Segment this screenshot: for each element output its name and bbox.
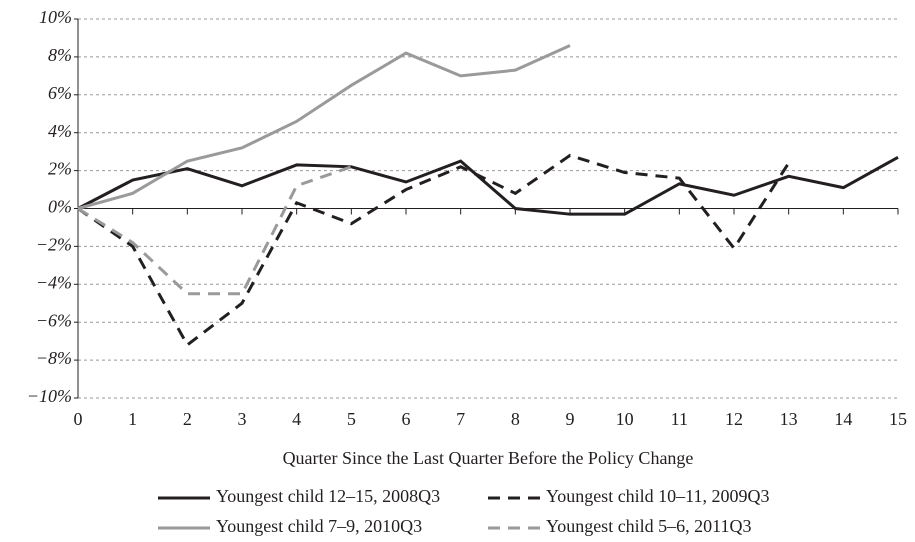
- x-tick-label: 9: [566, 409, 575, 429]
- legend-label: Youngest child 12–15, 2008Q3: [216, 486, 440, 506]
- x-tick-label: 2: [183, 409, 192, 429]
- y-tick-label: −8%: [36, 348, 72, 368]
- y-tick-label: 10%: [39, 7, 72, 27]
- x-tick-label: 7: [456, 409, 465, 429]
- x-tick-label: 10: [616, 409, 634, 429]
- x-tick-label: 1: [128, 409, 137, 429]
- y-tick-label: 6%: [48, 83, 72, 103]
- x-tick-label: 4: [292, 409, 301, 429]
- y-tick-label: 2%: [48, 159, 72, 179]
- y-tick-label: −4%: [36, 272, 72, 292]
- x-axis-title: Quarter Since the Last Quarter Before th…: [283, 448, 694, 468]
- y-tick-label: 4%: [48, 121, 72, 141]
- legend-label: Youngest child 5–6, 2011Q3: [546, 516, 752, 536]
- series-line: [77, 156, 899, 216]
- legend-label: Youngest child 7–9, 2010Q3: [216, 516, 422, 536]
- legend-label: Youngest child 10–11, 2009Q3: [546, 486, 770, 506]
- series-line: [77, 153, 790, 348]
- x-tick-label: 8: [511, 409, 520, 429]
- x-tick-label: 0: [74, 409, 83, 429]
- y-tick-label: −2%: [36, 235, 72, 255]
- x-tick-label: 6: [402, 409, 411, 429]
- x-tick-label: 5: [347, 409, 356, 429]
- y-tick-label: 0%: [48, 197, 72, 217]
- series-line: [77, 44, 571, 210]
- x-tick-label: 11: [671, 409, 688, 429]
- x-tick-label: 14: [834, 409, 852, 429]
- x-tick-label: 3: [238, 409, 247, 429]
- x-tick-label: 15: [889, 409, 907, 429]
- y-tick-label: −6%: [36, 310, 72, 330]
- x-tick-label: 12: [725, 409, 743, 429]
- y-tick-label: 8%: [48, 45, 72, 65]
- x-tick-label: 13: [780, 409, 798, 429]
- series-line: [77, 165, 352, 296]
- y-tick-label: −10%: [27, 386, 72, 406]
